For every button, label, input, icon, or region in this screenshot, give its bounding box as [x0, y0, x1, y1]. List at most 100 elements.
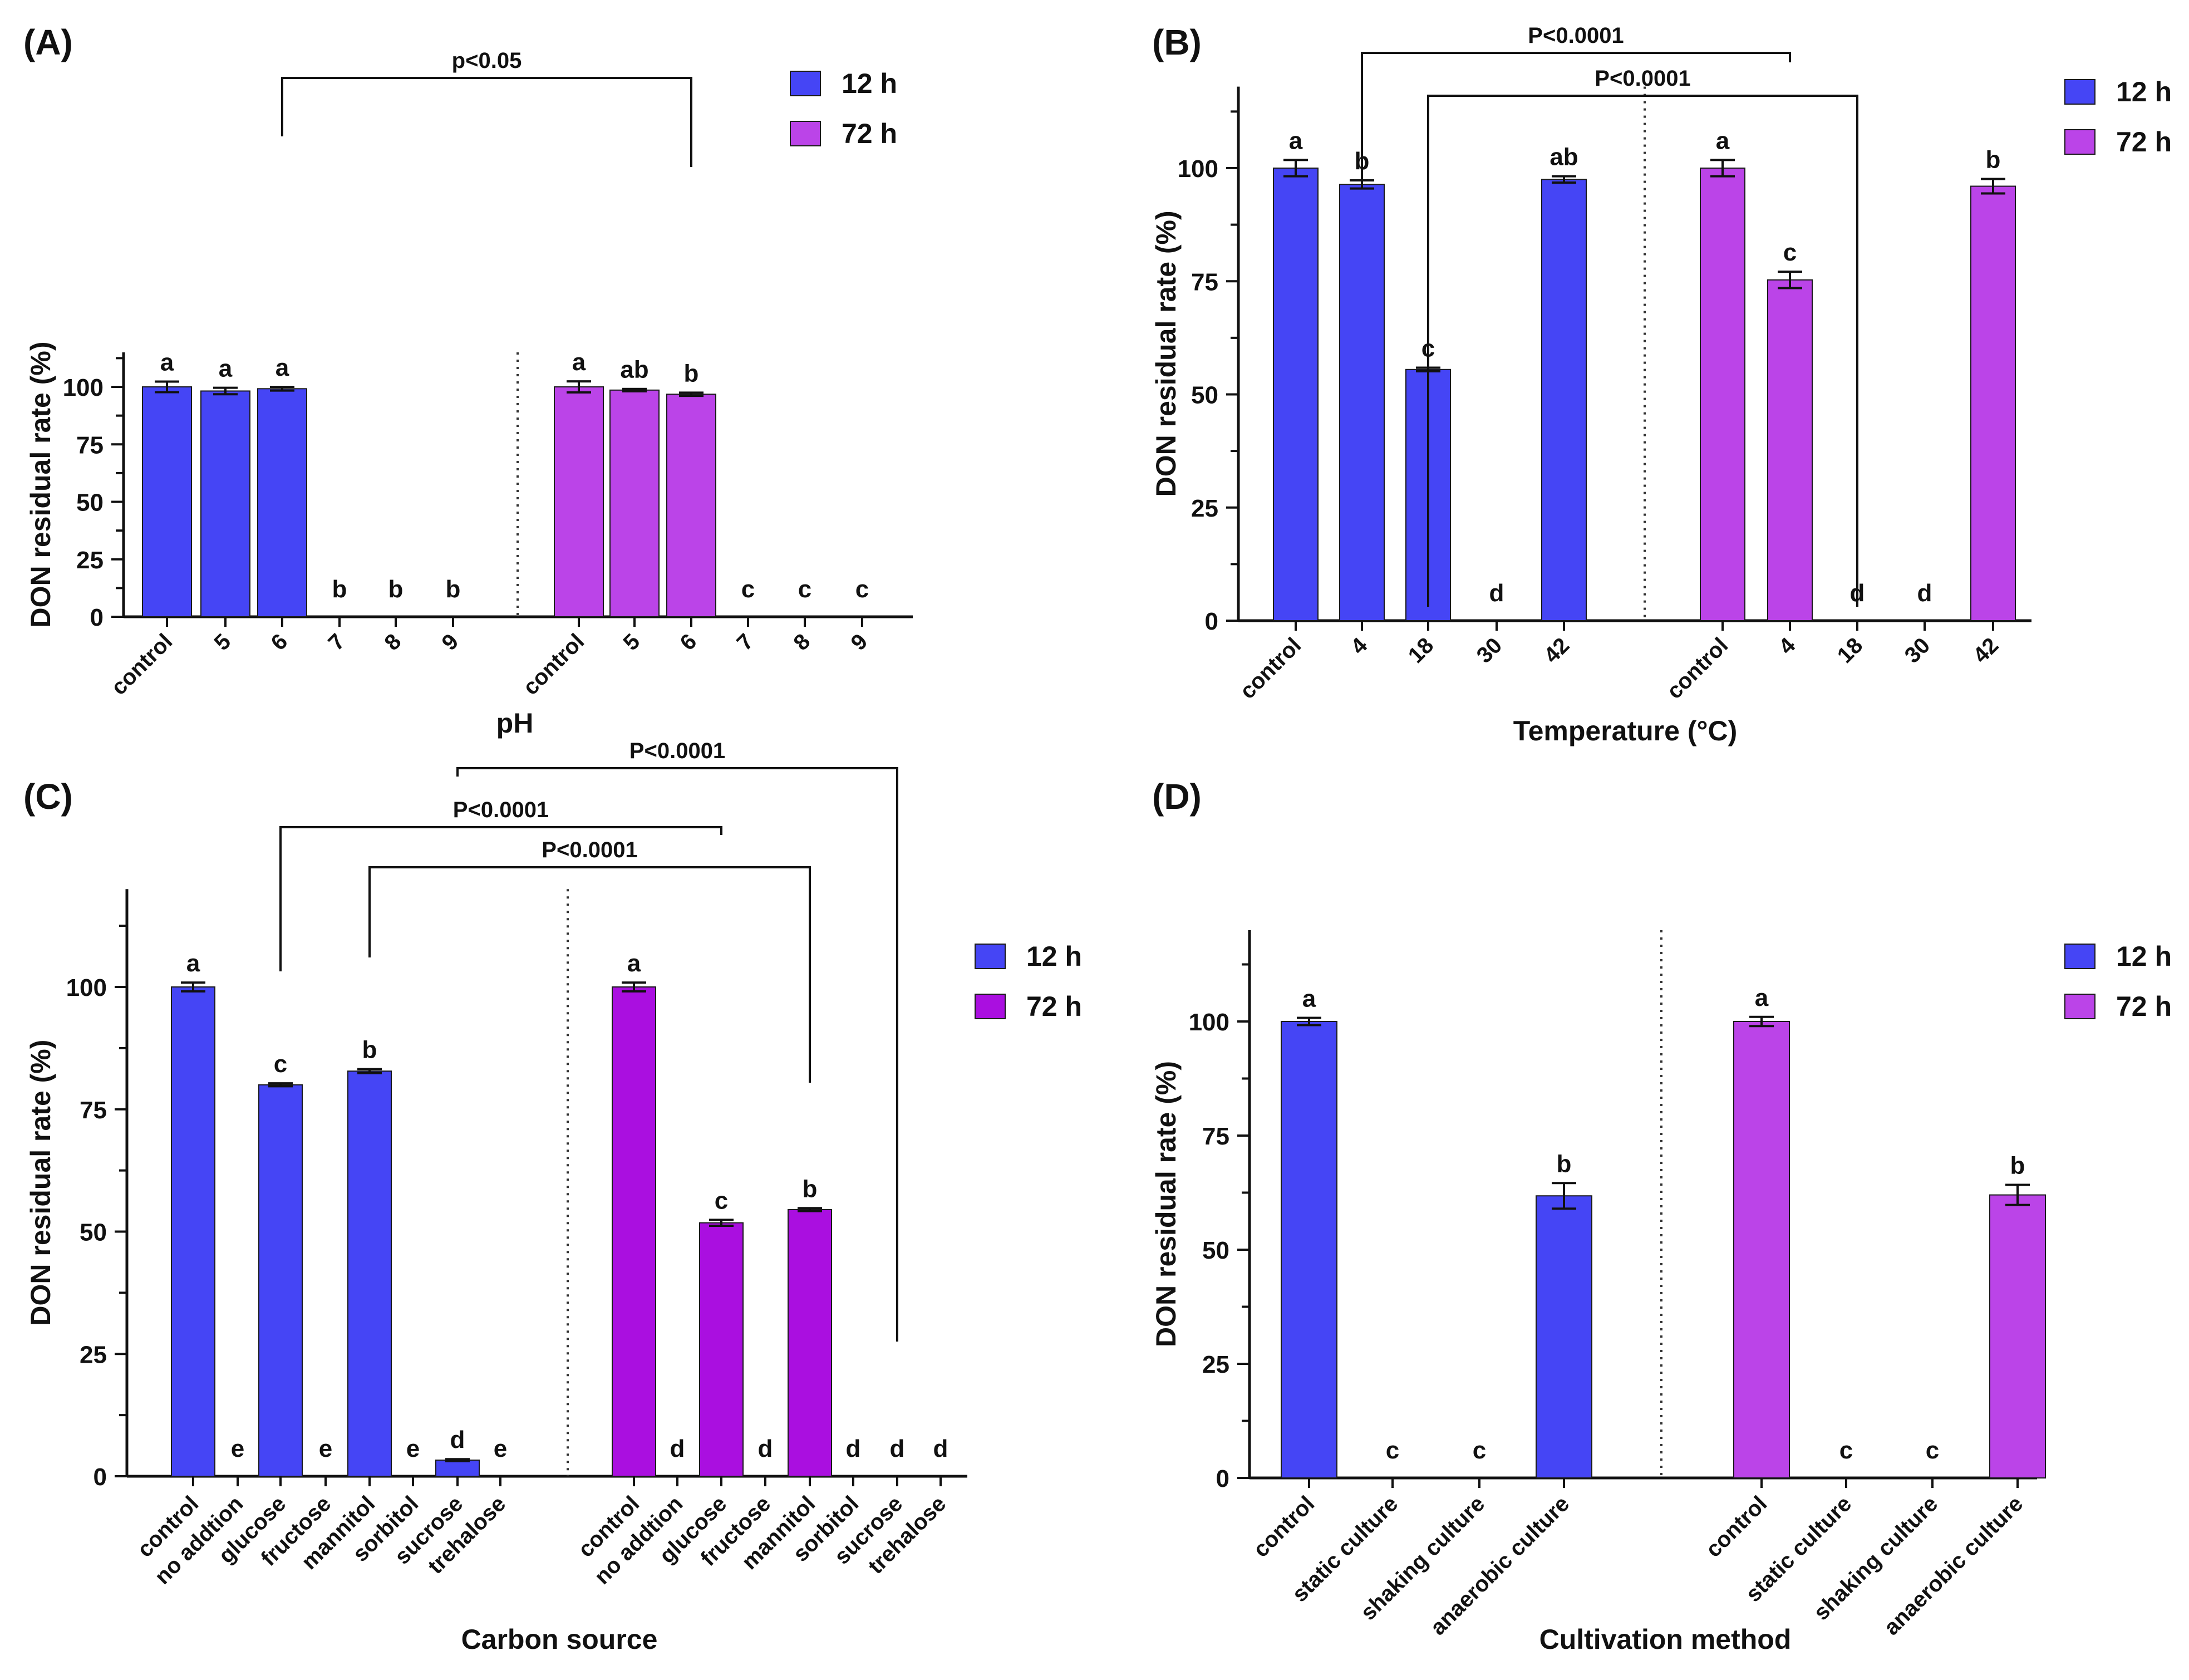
significance-letter: b — [1557, 1150, 1572, 1177]
legend-swatch — [975, 944, 1006, 969]
x-tick-label: 7 — [732, 629, 759, 655]
y-tick-label: 100 — [66, 974, 107, 1001]
bracket-label: P<0.0001 — [453, 798, 549, 822]
significance-letter: ab — [1549, 144, 1578, 171]
bar-12h-control — [1273, 168, 1319, 621]
significance-letter: a — [1289, 127, 1303, 154]
significance-letter: ab — [620, 356, 648, 384]
x-tick-label: 5 — [619, 629, 645, 655]
significance-letter: c — [274, 1050, 287, 1078]
panel-label: (B) — [1152, 22, 1202, 62]
legend-swatch — [2064, 994, 2095, 1019]
significance-letter: c — [715, 1187, 728, 1214]
significance-letter: a — [1755, 984, 1769, 1011]
bar-12h-control — [142, 386, 192, 617]
bar-72h-control — [1733, 1021, 1790, 1478]
legend-swatch — [2064, 79, 2095, 105]
y-tick-label: 50 — [1191, 382, 1218, 409]
significance-letter: b — [332, 576, 347, 603]
y-tick-label: 100 — [63, 374, 104, 401]
significance-letter: b — [684, 360, 699, 387]
significance-letter: d — [890, 1435, 905, 1462]
legend-swatch — [790, 71, 821, 96]
y-tick-label: 25 — [1191, 495, 1218, 522]
x-tick-label: 9 — [847, 629, 873, 655]
significance-bracket — [281, 77, 692, 167]
significance-letter: c — [1386, 1437, 1399, 1464]
x-tick-label: 7 — [324, 629, 350, 655]
significance-letter: c — [1926, 1437, 1939, 1464]
significance-letter: d — [1489, 579, 1504, 607]
significance-bracket — [456, 767, 898, 1342]
significance-letter: b — [446, 576, 461, 603]
y-tick-label: 100 — [1189, 1009, 1229, 1036]
bar-12h-mannitol — [347, 1070, 392, 1477]
y-axis-title: DON residual rate (%) — [25, 1040, 56, 1326]
significance-letter: b — [388, 576, 404, 603]
x-tick-label: 42 — [1969, 633, 2004, 668]
significance-letter: a — [160, 349, 174, 376]
y-tick-label: 75 — [76, 431, 104, 459]
y-tick-label: 0 — [90, 604, 104, 631]
x-axis-title: Temperature (°C) — [1513, 715, 1737, 746]
significance-letter: a — [186, 950, 200, 977]
significance-letter: d — [846, 1435, 861, 1462]
y-tick-label: 0 — [1205, 608, 1218, 635]
significance-letter: c — [1839, 1437, 1853, 1464]
y-axis-title: DON residual rate (%) — [25, 342, 56, 628]
significance-letter: a — [219, 355, 233, 382]
x-tick-label: anaerobic culture — [1879, 1491, 2028, 1640]
legend-label: 12 h — [2116, 76, 2172, 107]
y-tick-label: 50 — [80, 1219, 107, 1246]
panel-label: (A) — [23, 22, 73, 62]
panel-B: (B) 0 25 50 75 100 DON residual rate (%) a contr… — [1150, 22, 2172, 746]
bracket-label: P<0.0001 — [1528, 23, 1624, 48]
significance-letter: e — [494, 1435, 507, 1462]
bar-72h-mannitol — [788, 1209, 832, 1477]
bar-12h-42 — [1541, 179, 1587, 621]
x-tick-label: 4 — [1774, 633, 1801, 659]
x-axis-title: Cultivation method — [1539, 1624, 1792, 1655]
y-tick-label: 100 — [1178, 155, 1218, 183]
significance-letter: c — [1783, 239, 1797, 266]
significance-letter: b — [2010, 1152, 2025, 1180]
bar-72h-42 — [1970, 185, 2016, 621]
significance-letter: a — [1302, 985, 1316, 1012]
bar-72h-4 — [1767, 279, 1813, 622]
y-tick-label: 75 — [80, 1097, 107, 1124]
x-tick-label: 8 — [380, 629, 406, 655]
significance-letter: c — [798, 576, 811, 603]
bar-72h-control — [612, 986, 656, 1477]
y-tick-label: 25 — [80, 1341, 107, 1368]
y-tick-label: 75 — [1202, 1123, 1229, 1150]
y-tick-label: 50 — [1202, 1237, 1229, 1264]
significance-letter: d — [670, 1435, 685, 1462]
x-tick-label: 18 — [1833, 633, 1868, 668]
legend-label: 72 h — [2116, 126, 2172, 158]
x-axis-title: Carbon source — [461, 1624, 658, 1655]
bar-72h-anaerobic-culture — [1989, 1194, 2046, 1479]
y-tick-label: 0 — [94, 1463, 107, 1491]
y-tick-label: 75 — [1191, 268, 1218, 296]
bar-72h-control — [1700, 168, 1745, 621]
x-tick-label: control — [1248, 1491, 1319, 1562]
bar-12h-anaerobic-culture — [1536, 1195, 1592, 1478]
x-tick-label: control — [1662, 633, 1733, 704]
significance-bracket — [368, 866, 811, 1083]
x-tick-label: control — [1235, 633, 1306, 704]
x-tick-label: control — [106, 629, 177, 700]
significance-bracket — [279, 826, 722, 971]
x-tick-label: 18 — [1404, 633, 1439, 668]
bar-12h-sucrose — [435, 1459, 480, 1477]
bar-72h-6 — [666, 394, 716, 617]
significance-bracket — [1427, 95, 1858, 607]
y-axis-title: DON residual rate (%) — [1150, 1061, 1182, 1347]
x-tick-label: 6 — [676, 629, 702, 655]
significance-letter: d — [1917, 579, 1932, 607]
y-tick-label: 25 — [76, 547, 104, 574]
x-tick-label: 5 — [210, 629, 236, 655]
bar-72h-glucose — [699, 1222, 744, 1477]
bar-12h-control — [1281, 1021, 1337, 1478]
